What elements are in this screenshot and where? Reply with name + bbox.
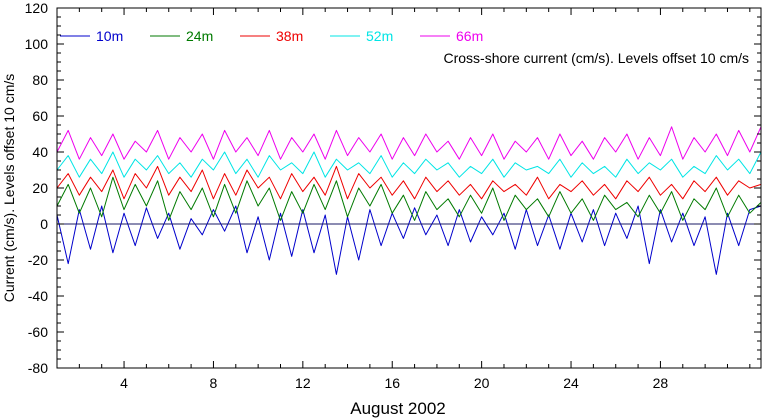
series-line-66m	[56, 126, 762, 160]
legend-label: 10m	[96, 28, 123, 44]
y-tick-label: 60	[32, 108, 48, 124]
y-tick-label: 80	[32, 72, 48, 88]
y-tick-label: -40	[28, 288, 48, 304]
legend-label: 24m	[186, 28, 213, 44]
x-tick-label: 8	[210, 375, 218, 391]
legend-label: 38m	[276, 28, 303, 44]
x-tick-label: 4	[120, 375, 128, 391]
series-line-24m	[56, 176, 762, 221]
x-tick-label: 12	[295, 375, 311, 391]
y-tick-label: 40	[32, 144, 48, 160]
x-tick-label: 16	[384, 375, 400, 391]
x-tick-label: 20	[474, 375, 490, 391]
series-layer	[56, 126, 762, 275]
x-tick-label: 24	[563, 375, 579, 391]
y-tick-label: 100	[25, 36, 49, 52]
x-tick-label: 28	[653, 375, 669, 391]
legend-label: 66m	[456, 28, 483, 44]
y-tick-label: -80	[28, 360, 48, 376]
legend: 10m 24m 38m 52m 66m	[60, 28, 483, 44]
series-line-52m	[56, 151, 762, 178]
chart-annotation: Cross-shore current (cm/s). Levels offse…	[444, 50, 750, 66]
y-tick-label: 20	[32, 180, 48, 196]
series-line-38m	[56, 165, 762, 200]
y-tick-label: -20	[28, 252, 48, 268]
series-line-10m	[56, 205, 762, 275]
x-axis-title: August 2002	[350, 399, 445, 418]
tick-label-layer: -80 -60 -40 -20 0 20 40 60 80 100 120 4 8 12 16 20 24 28	[25, 0, 669, 391]
y-tick-label: 120	[25, 0, 49, 16]
ticks-layer	[57, 7, 761, 369]
y-tick-label: 0	[40, 216, 48, 232]
y-tick-label: -60	[28, 324, 48, 340]
legend-label: 52m	[366, 28, 393, 44]
y-axis-title: Current (cm/s). Levels offset 10 cm/s	[1, 74, 17, 302]
